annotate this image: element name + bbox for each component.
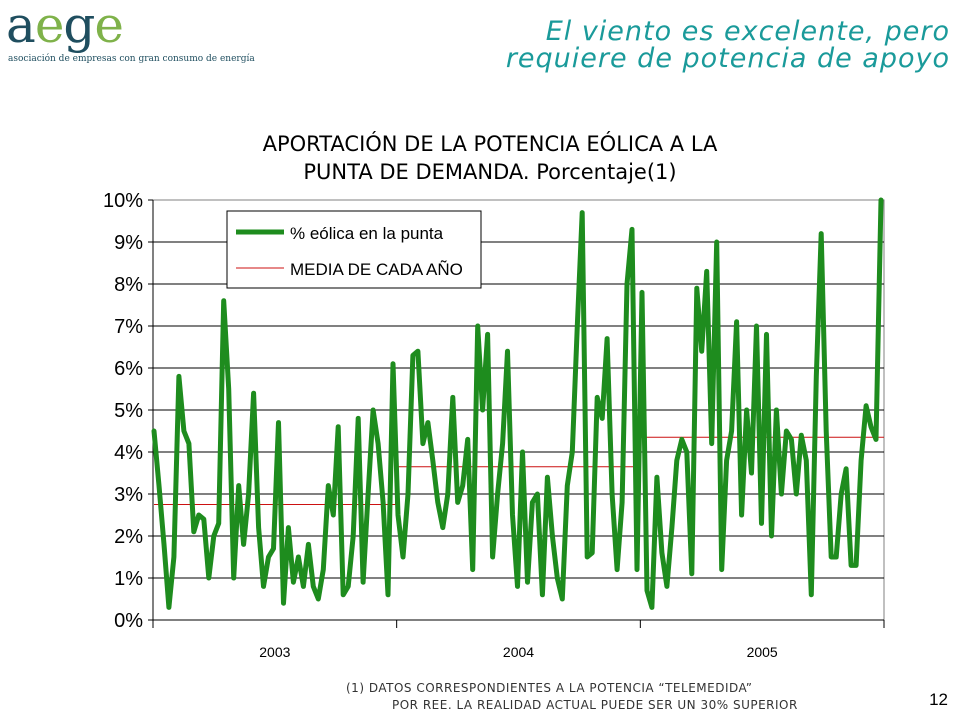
chart-title-line-1: APORTACIÓN DE LA POTENCIA EÓLICA A LA xyxy=(262,132,718,156)
x-tick-label: 2004 xyxy=(503,644,534,660)
y-tick-label: 8% xyxy=(114,274,143,296)
logo-letter: e xyxy=(34,0,65,54)
x-tick-label: 2005 xyxy=(747,644,778,660)
y-tick-label: 10% xyxy=(103,190,143,212)
wind-series xyxy=(151,197,884,610)
chart-title: APORTACIÓN DE LA POTENCIA EÓLICA A LA PU… xyxy=(150,130,830,186)
x-tick-label: 2003 xyxy=(259,644,290,660)
logo-wordmark: aege xyxy=(6,0,124,54)
logo-letter: a xyxy=(6,0,36,54)
headline-line-2: requiere de potencia de apoyo xyxy=(505,43,950,74)
headline-line-1: El viento es excelente, pero xyxy=(545,16,950,47)
legend-box xyxy=(226,210,482,289)
y-tick-label: 7% xyxy=(114,316,143,338)
legend-label-wind: % eólica en la punta xyxy=(290,224,444,243)
legend-label-mean: MEDIA DE CADA AÑO xyxy=(290,260,463,279)
y-tick-label: 1% xyxy=(114,568,143,590)
y-tick-label: 0% xyxy=(114,610,143,632)
footnote: (1) DATOS CORRESPONDIENTES A LA POTENCIA… xyxy=(346,680,798,714)
logo-letter: g xyxy=(63,0,95,54)
y-tick-label: 3% xyxy=(114,484,143,506)
y-tick-label: 9% xyxy=(114,232,143,254)
footnote-line-1: (1) DATOS CORRESPONDIENTES A LA POTENCIA… xyxy=(346,681,753,695)
chart-title-line-2: PUNTA DE DEMANDA. Porcentaje(1) xyxy=(303,160,677,184)
logo-letter: e xyxy=(94,0,124,54)
footnote-line-2: POR REE. LA REALIDAD ACTUAL PUEDE SER UN… xyxy=(392,698,798,712)
slide-headline: El viento es excelente, pero requiere de… xyxy=(506,18,950,72)
logo-subtitle: asociación de empresas con gran consumo … xyxy=(8,54,255,64)
aege-logo: aege asociación de empresas con gran con… xyxy=(6,0,255,72)
x-axis: 2003 2004 2005 xyxy=(152,619,885,660)
y-tick-label: 4% xyxy=(114,442,143,464)
y-tick-label: 2% xyxy=(114,526,143,548)
y-tick-label: 6% xyxy=(114,358,143,380)
y-tick-label: 5% xyxy=(114,400,143,422)
page-number: 12 xyxy=(929,690,948,709)
wind-series-line xyxy=(151,197,884,610)
chart-legend: % eólica en la punta MEDIA DE CADA AÑO xyxy=(226,210,482,289)
y-axis: 0% 1% 2% 3% 4% 5% 6% 7% 8% 9% 10% xyxy=(103,190,154,632)
